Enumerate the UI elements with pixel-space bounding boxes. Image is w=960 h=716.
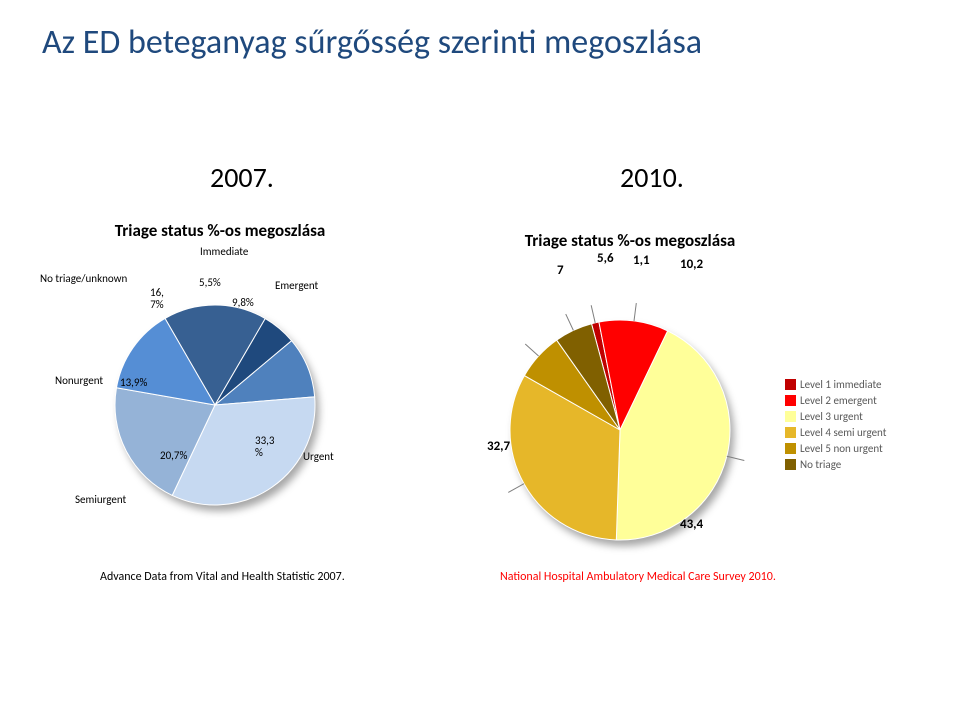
legend-row-3: Level 3 urgent [785,410,886,423]
lg-4: Level 4 semi urgent [800,426,886,439]
lbl-nonurgent: Nonurgent [55,375,103,387]
pie-2010 [480,290,760,570]
lbl-semiurgent-pct: 20,7% [160,450,187,462]
slide-title: Az ED beteganyag sűrgősség szerinti mego… [42,22,702,63]
legend-row-6: No triage [785,458,886,471]
dl-4: 32,7 [487,440,510,454]
lbl-emergent-pct: 9,8% [232,297,254,309]
year-2007: 2007. [210,160,274,195]
chart2007-title: Triage status %-os megoszlása [80,220,360,241]
sw-3 [785,411,796,422]
lg-2: Level 2 emergent [800,394,877,407]
lbl-immediate-pct: 5,5% [199,277,221,289]
dl-3: 43,4 [680,518,703,532]
lbl-immediate: Immediate [200,246,248,258]
lbl-urgent-pct: 33,3% [255,435,274,459]
sw-6 [785,459,796,470]
lg-1: Level 1 immediate [800,378,882,391]
sw-4 [785,427,796,438]
sw-5 [785,443,796,454]
year-2010: 2010. [620,160,684,195]
legend-row-5: Level 5 non urgent [785,442,886,455]
sw-2 [785,395,796,406]
lg-5: Level 5 non urgent [800,442,883,455]
legend-row-2: Level 2 emergent [785,394,886,407]
slide: Az ED beteganyag sűrgősség szerinti mego… [0,0,960,716]
legend-row-4: Level 4 semi urgent [785,426,886,439]
chart2010-title: Triage status %-os megoszlása [490,230,770,251]
source-2010: National Hospital Ambulatory Medical Car… [500,570,776,584]
source-2007: Advance Data from Vital and Health Stati… [100,570,345,584]
lbl-notriage-pct: 16,7% [150,287,164,311]
lbl-semiurgent: Semiurgent [75,494,126,506]
dl-2: 10,2 [680,258,703,272]
lg-3: Level 3 urgent [800,410,863,423]
legend-2010: Level 1 immediate Level 2 emergent Level… [785,378,886,474]
dl-6: 5,6 [597,252,614,266]
dl-1: 1,1 [633,254,650,268]
lbl-nonurgent-pct: 13,9% [120,377,147,389]
lbl-notriage: No triage/unknown [40,273,127,285]
dl-5: 7 [557,264,564,278]
lbl-emergent: Emergent [275,280,318,292]
lg-6: No triage [800,458,841,471]
lbl-urgent: Urgent [303,451,334,463]
legend-row-1: Level 1 immediate [785,378,886,391]
sw-1 [785,379,796,390]
